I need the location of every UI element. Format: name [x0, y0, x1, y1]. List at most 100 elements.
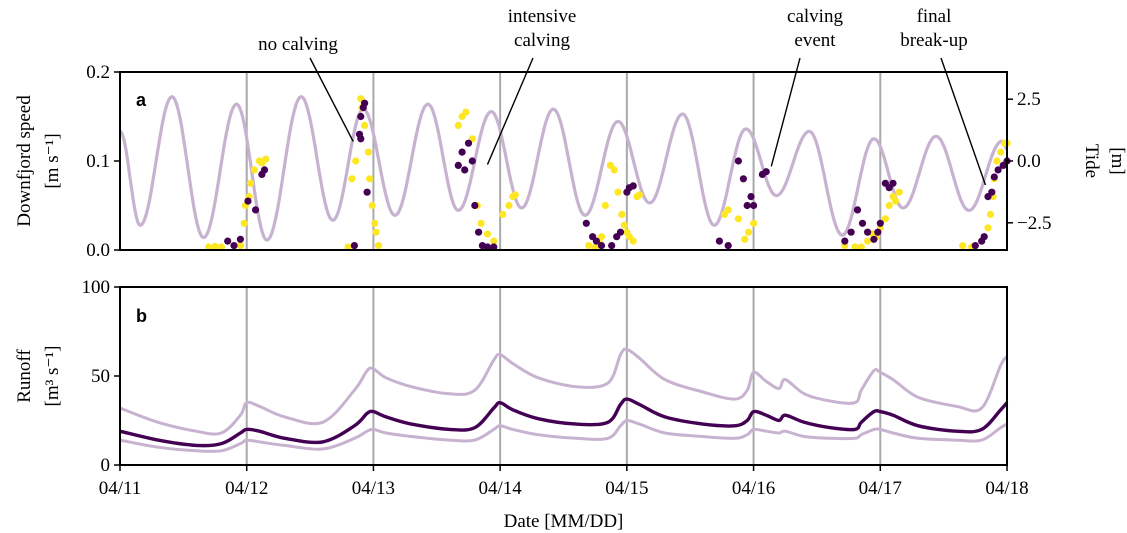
- scatter-point-yellow: [364, 148, 372, 156]
- panel-a-letter: a: [136, 90, 147, 110]
- y2-tick-label: 0.0: [1017, 151, 1041, 172]
- scatter-point-yellow: [635, 191, 644, 199]
- scatter-point-yellow: [374, 242, 383, 250]
- annotation-label-line: event: [794, 30, 836, 51]
- scatter-point-yellow: [891, 197, 900, 205]
- scatter-point-yellow: [483, 230, 492, 238]
- panel-b-ylabel: Runoff: [14, 349, 35, 403]
- annotation-leader: [940, 57, 987, 186]
- scatter-point-dark: [458, 148, 466, 156]
- scatter-point-dark: [236, 235, 244, 243]
- x-tick-label: 04/14: [479, 478, 523, 499]
- scatter-point-dark: [971, 242, 979, 250]
- panel-b-runoff-lines: [119, 347, 1009, 453]
- scatter-point-yellow: [361, 121, 369, 129]
- panel-a-annotations: no calving intensive calving calving event fi…: [258, 6, 987, 186]
- panel-a: no calving intensive calving calving event fi…: [14, 6, 1127, 261]
- panel-b-gridlines: [245, 287, 882, 465]
- scatter-point-yellow: [610, 166, 618, 174]
- scatter-point-dark: [762, 168, 770, 176]
- scatter-point-yellow: [744, 228, 753, 236]
- x-tick-label: 04/17: [859, 478, 902, 499]
- annotation-label-line: calving: [514, 30, 570, 51]
- annotation-label-line: final: [917, 6, 952, 27]
- scatter-point-yellow: [371, 219, 379, 227]
- scatter-point-yellow: [618, 210, 626, 218]
- runoff-line-upper: [119, 347, 1009, 436]
- scatter-point-dark: [244, 197, 252, 205]
- scatter-point-yellow: [857, 243, 865, 251]
- panel-b-y-ticks: 0 50 100: [82, 277, 120, 476]
- scatter-point-dark: [468, 157, 476, 165]
- x-tick-label: 04/18: [985, 478, 1028, 499]
- annotation-leader: [770, 57, 801, 167]
- annotation-label: final break-up: [900, 6, 968, 51]
- scatter-point-yellow: [366, 175, 374, 183]
- scatter-point-yellow: [372, 228, 380, 236]
- panel-b-ylabel-unit: [m³ s⁻¹]: [42, 346, 63, 407]
- scatter-point-dark: [990, 173, 998, 181]
- scatter-point-yellow: [505, 201, 513, 210]
- scatter-point-dark: [471, 201, 479, 210]
- x-tick-label: 04/15: [605, 478, 648, 499]
- scatter-point-yellow: [352, 157, 360, 165]
- scatter-point-dark: [864, 228, 872, 236]
- panel-a-y2label-unit: [m]: [1107, 147, 1127, 174]
- scatter-point-dark: [841, 237, 849, 245]
- scatter-point-dark: [750, 201, 758, 210]
- scatter-point-dark: [592, 237, 601, 245]
- scatter-point-yellow: [741, 235, 749, 243]
- scatter-point-yellow: [499, 210, 507, 218]
- panel-a-y-ticks: 0.0 0.1 0.2: [86, 62, 120, 261]
- runoff-line-main: [119, 397, 1009, 448]
- scatter-point-yellow: [454, 121, 462, 129]
- y-tick-label: 0.1: [86, 151, 110, 172]
- scatter-point-dark: [629, 182, 637, 190]
- scatter-point-yellow: [348, 175, 356, 183]
- panel-b-letter: b: [136, 306, 147, 326]
- scatter-point-dark: [490, 243, 498, 251]
- y2-tick-label: −2.5: [1017, 213, 1051, 234]
- scatter-point-yellow: [734, 215, 743, 223]
- x-tick-label: 04/12: [225, 478, 268, 499]
- y-tick-label: 0: [101, 455, 111, 476]
- panel-a-tide-line: [119, 94, 1008, 242]
- scatter-point-yellow: [885, 201, 893, 210]
- scatter-point-yellow: [490, 237, 498, 245]
- panel-b-xlabel: Date [MM/DD]: [504, 511, 624, 532]
- scatter-point-yellow: [211, 242, 219, 250]
- scatter-point-yellow: [851, 243, 859, 251]
- annotation-label-line: break-up: [900, 30, 968, 51]
- scatter-point-dark: [361, 99, 369, 107]
- scatter-point-yellow: [620, 221, 628, 229]
- scatter-point-yellow: [236, 242, 244, 250]
- scatter-point-yellow: [881, 215, 890, 223]
- scatter-point-dark: [747, 193, 755, 201]
- scatter-point-yellow: [368, 201, 376, 210]
- scatter-point-dark: [363, 188, 371, 196]
- annotation-label: intensive calving: [508, 6, 577, 51]
- scatter-point-dark: [743, 201, 751, 210]
- scatter-point-yellow: [462, 108, 470, 116]
- scatter-point-yellow: [614, 188, 622, 196]
- scatter-point-dark: [582, 219, 590, 227]
- x-tick-label: 04/16: [732, 478, 775, 499]
- annotation-label-line: intensive: [508, 6, 577, 27]
- scatter-point-dark: [350, 242, 358, 250]
- scatter-point-dark: [616, 228, 625, 236]
- scatter-point-yellow: [217, 243, 225, 251]
- scatter-point-dark: [715, 237, 724, 245]
- scatter-point-dark: [260, 166, 269, 174]
- annotation-label: no calving: [258, 34, 338, 55]
- panel-a-frame: [119, 71, 1008, 251]
- scatter-point-yellow: [585, 242, 593, 250]
- scatter-point-yellow: [591, 243, 599, 251]
- y-tick-label: 0.2: [86, 62, 110, 83]
- x-tick-label: 04/13: [352, 478, 395, 499]
- scatter-point-dark: [734, 157, 743, 165]
- scatter-point-yellow: [601, 201, 609, 210]
- scatter-point-dark: [454, 161, 462, 169]
- scatter-point-dark: [483, 243, 492, 251]
